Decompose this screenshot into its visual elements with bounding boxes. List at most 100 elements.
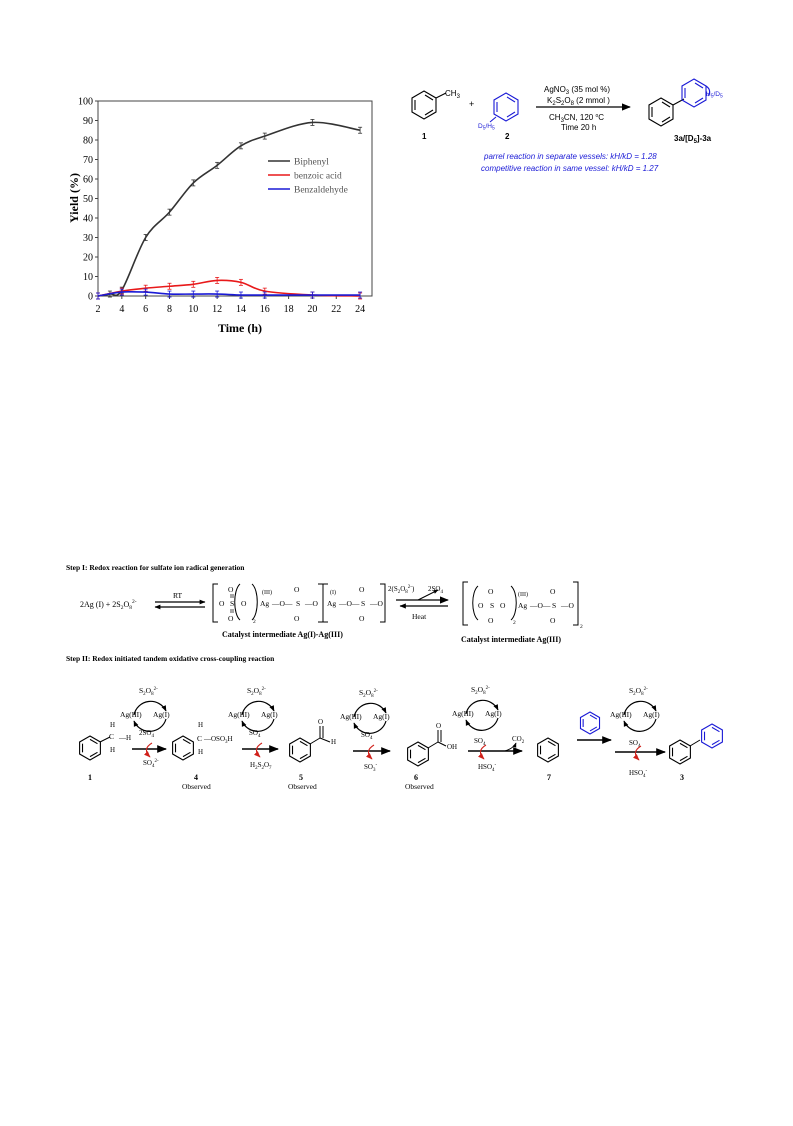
ring-double-bond [679,755,688,762]
legend-label: Biphenyl [294,158,329,168]
y-tick-label: 10 [83,272,93,283]
cycle-arrow-top [133,700,167,716]
toluene-structure [411,90,447,120]
ring-outline [579,711,601,735]
carbon-label: C [197,734,202,743]
deuterated-benzene-structure [489,92,519,123]
ag-i-label: Ag(I) [643,710,660,719]
svg-text:O: O [228,614,234,623]
ring-double-bond [589,714,598,720]
svg-text:—O—: —O— [338,599,360,608]
x-tick-label: 12 [212,304,222,315]
svg-text:Ag: Ag [327,599,336,608]
svg-text:O: O [241,599,247,608]
cycle-arrow-bottom [623,718,657,732]
svg-text:O: O [294,585,300,594]
sulfate-radical-in: SO4 [474,737,486,747]
hydrogen-label: H [331,738,336,746]
catalytic-cycle-4: Ag(III) Ag(I) S2O82- [452,685,502,731]
svg-text:O: O [500,601,506,610]
ag-iii-label: Ag(III) [610,710,632,719]
biphenyl-ring-b [701,723,723,749]
hydrogen-label: H [198,748,203,756]
oxygen-label: O [436,722,441,730]
toluene-ring [79,735,101,761]
sulfate-radical-in: SO4 [249,729,261,739]
benzoic-acid-ring [407,741,429,767]
step-2-title: Step II: Redox initiated tandem oxidativ… [66,654,275,663]
product-isotope-label: H5/D5 [706,91,723,100]
x-tick-label: 8 [167,304,172,315]
hydrogen-label: H [198,721,203,729]
svg-text:Ag: Ag [260,599,269,608]
cycle-arrow-top [623,700,657,716]
cooh-bond [427,741,439,749]
cho-bond [309,737,321,745]
persulfate-label: S2O82- [139,686,158,697]
compound-6-label: 6 [414,773,418,782]
ring-double-bond [182,738,191,745]
persulfate-label: S2O82- [629,686,648,697]
cycle-arrow-bottom [133,718,167,732]
x-tick-label: 18 [284,304,294,315]
compound-4-label: 4 [194,773,198,782]
svg-text:O: O [294,614,300,623]
catalyst-ag3-structure: O S OO O 2 (III) Ag —O— S OO —O 2 [462,581,583,630]
x-tick-label: 16 [260,304,270,315]
x-tick-label: 6 [143,304,148,315]
condition-time: Time 20 h [561,123,596,132]
cycle-arrow-bottom [465,717,499,731]
caption-ag3: Catalyst intermediate Ag(III) [461,635,561,644]
biaryl-bond [689,739,701,747]
ag-i-label: Ag(I) [485,709,502,718]
y-tick-label: 20 [83,253,93,264]
ring-double-bond [547,753,556,760]
cycle-arrow-top [465,699,499,715]
biphenyl-ring-a [669,739,691,765]
condition-persulfate: K2S2O8 (2 mmol ) [547,96,610,107]
svg-text:—O: —O [560,601,575,610]
ring-double-bond [711,726,720,733]
cycle-arrow-top [241,700,275,716]
red-curve-2 [253,742,263,758]
series-line [97,121,361,297]
svg-text:S: S [230,599,234,608]
x-axis-label: Time (h) [218,321,262,335]
carbon-label: C [109,732,114,741]
svg-text:(III): (III) [518,591,528,598]
hydrogen-label: —H [118,734,131,742]
methyl-label: CH3 [445,89,461,100]
blue-benzene-reactant [579,711,601,735]
y-tick-label: 50 [83,194,93,205]
y-tick-label: 40 [83,214,93,225]
caption-ag1-ag3: Catalyst intermediate Ag(I)-Ag(III) [222,630,343,639]
hydroxyl-label: OH [447,743,457,751]
x-tick-label: 14 [236,304,246,315]
svg-text:—O—: —O— [529,601,551,610]
ag-i-label: Ag(I) [153,710,170,719]
red-curve-4 [477,744,487,760]
compound-2-label: 2 [505,132,510,141]
cycle-arrow-bottom [353,720,387,734]
svg-text:S: S [552,601,556,610]
sulfate-radical-in: SO4 [361,731,373,741]
hydrogen-label: H [110,746,115,754]
x-tick-label: 4 [119,304,124,315]
cycle-arrow-bottom [241,718,275,732]
y-tick-label: 0 [88,292,93,303]
sulfate-out: SO42- [143,759,159,769]
y-tick-label: 90 [83,116,93,127]
x-tick-label: 20 [307,304,317,315]
ring-double-bond [711,739,720,746]
svg-text:S: S [361,599,365,608]
ring-double-bond [299,740,308,747]
observed-6: Observed [405,782,434,791]
condition-agno3: AgNO3 (35 mol %) [544,85,610,96]
x-tick-label: 24 [355,304,365,315]
red-curve-3 [365,744,375,760]
sulfate-radical-product: 2SO4 [428,585,443,595]
svg-text:O: O [228,585,234,594]
persulfate-label: S2O82- [359,688,378,699]
svg-text:2: 2 [253,619,256,625]
